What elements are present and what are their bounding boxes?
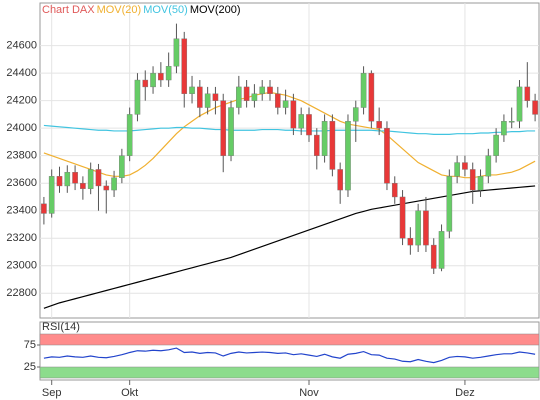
rsi-zone — [39, 366, 540, 379]
candle-body — [41, 203, 47, 214]
candle-body — [165, 66, 172, 81]
rsi-zone — [39, 333, 540, 346]
candle-body — [454, 162, 460, 177]
x-tick-label: Dez — [455, 387, 475, 399]
y-tick-label: 22800 — [6, 287, 37, 299]
main-panel: 22800 23000 23200 23400 23600 23800 24000 24200… — [6, 3, 539, 318]
candle-body — [259, 86, 266, 94]
x-tick-label: Okt — [121, 387, 138, 399]
y-tick-label: 23200 — [6, 232, 37, 244]
y-tick-label: 23600 — [6, 177, 37, 189]
candle-body — [189, 86, 195, 94]
candle-body — [72, 171, 78, 184]
candle-body — [48, 176, 55, 214]
candle-body — [126, 114, 133, 156]
main-frame — [39, 2, 540, 319]
y-tick-label: 24600 — [6, 40, 37, 52]
y-tick-label: 75 — [24, 339, 36, 351]
y-tick-label: 25 — [24, 361, 36, 373]
candle-body — [95, 169, 102, 187]
y-tick-label: 23400 — [6, 205, 37, 217]
candle-body — [493, 134, 499, 156]
candle-body — [337, 169, 343, 191]
candle-body — [360, 72, 367, 108]
candle-body — [391, 182, 398, 198]
candle-body — [352, 107, 359, 122]
candle-body — [142, 79, 149, 88]
candle-body — [516, 86, 523, 122]
candle-body — [407, 238, 414, 246]
candle-body — [438, 231, 445, 269]
legend-entry: MOV(50) — [143, 4, 188, 16]
candle-body — [243, 86, 250, 101]
legend-entry: MOV(200) — [190, 4, 241, 16]
x-tick-label: Nov — [299, 387, 319, 399]
candle-body — [87, 169, 94, 189]
chart-title: Chart DAX — [42, 4, 95, 16]
candle-body — [228, 107, 234, 156]
candle-body — [415, 210, 421, 246]
candle-body — [430, 244, 437, 269]
candle-body — [321, 121, 328, 156]
candle-body — [345, 121, 351, 191]
y-tick-label: 24200 — [6, 95, 37, 107]
y-tick-label: 23800 — [6, 150, 37, 162]
candle-body — [329, 121, 336, 170]
candle-body — [532, 100, 538, 115]
candle-body — [524, 86, 531, 101]
candle-body — [111, 177, 117, 191]
rsi-title: RSI(14) — [42, 321, 80, 333]
candle-body — [384, 127, 390, 184]
candle-body — [469, 169, 476, 191]
candle-body — [103, 185, 110, 191]
candle-body — [399, 196, 406, 239]
candle-body — [477, 176, 484, 191]
candle-body — [158, 72, 164, 81]
x-tick-label: Sep — [42, 387, 62, 399]
candle-body — [173, 38, 180, 67]
rsi-panel: 25 75 RSI(14) — [24, 321, 540, 379]
candle-body — [220, 100, 227, 156]
candle-body — [290, 100, 297, 129]
candle-body — [446, 176, 453, 232]
candle-body — [306, 114, 312, 136]
candle-body — [204, 93, 211, 108]
candle-body — [119, 155, 125, 178]
candle-body — [181, 38, 188, 94]
legend: Chart DAX MOV(20) MOV(50) MOV(200) — [42, 4, 241, 16]
candle-body — [376, 121, 382, 129]
candle-body — [197, 86, 203, 108]
y-tick-label: 24400 — [6, 67, 37, 79]
candle-body — [275, 93, 281, 108]
candle-body — [313, 134, 320, 156]
ma-line — [43, 185, 536, 309]
candle-body — [508, 121, 515, 123]
legend-entry: MOV(20) — [97, 4, 142, 16]
candle-body — [368, 72, 375, 122]
candle-body — [80, 182, 86, 189]
y-tick-label: 23000 — [6, 260, 37, 272]
candle-body — [212, 93, 219, 101]
candle-body — [501, 121, 507, 136]
candle-body — [423, 210, 429, 246]
candle-body — [267, 86, 273, 94]
candle-body — [462, 162, 468, 170]
candle-body — [298, 114, 304, 129]
candle-body — [282, 100, 289, 108]
candle-body — [485, 155, 492, 177]
ma-line — [43, 91, 536, 179]
candle-body — [134, 79, 141, 115]
candle-body — [64, 171, 71, 187]
candle-body — [251, 93, 258, 101]
ma-line — [43, 124, 536, 135]
candle-body — [56, 176, 63, 187]
y-tick-label: 24000 — [6, 122, 37, 134]
x-axis: Sep Okt Nov Dez — [42, 380, 475, 399]
candle-body — [236, 86, 242, 108]
candle-body — [150, 72, 156, 88]
rsi-line — [43, 347, 536, 364]
